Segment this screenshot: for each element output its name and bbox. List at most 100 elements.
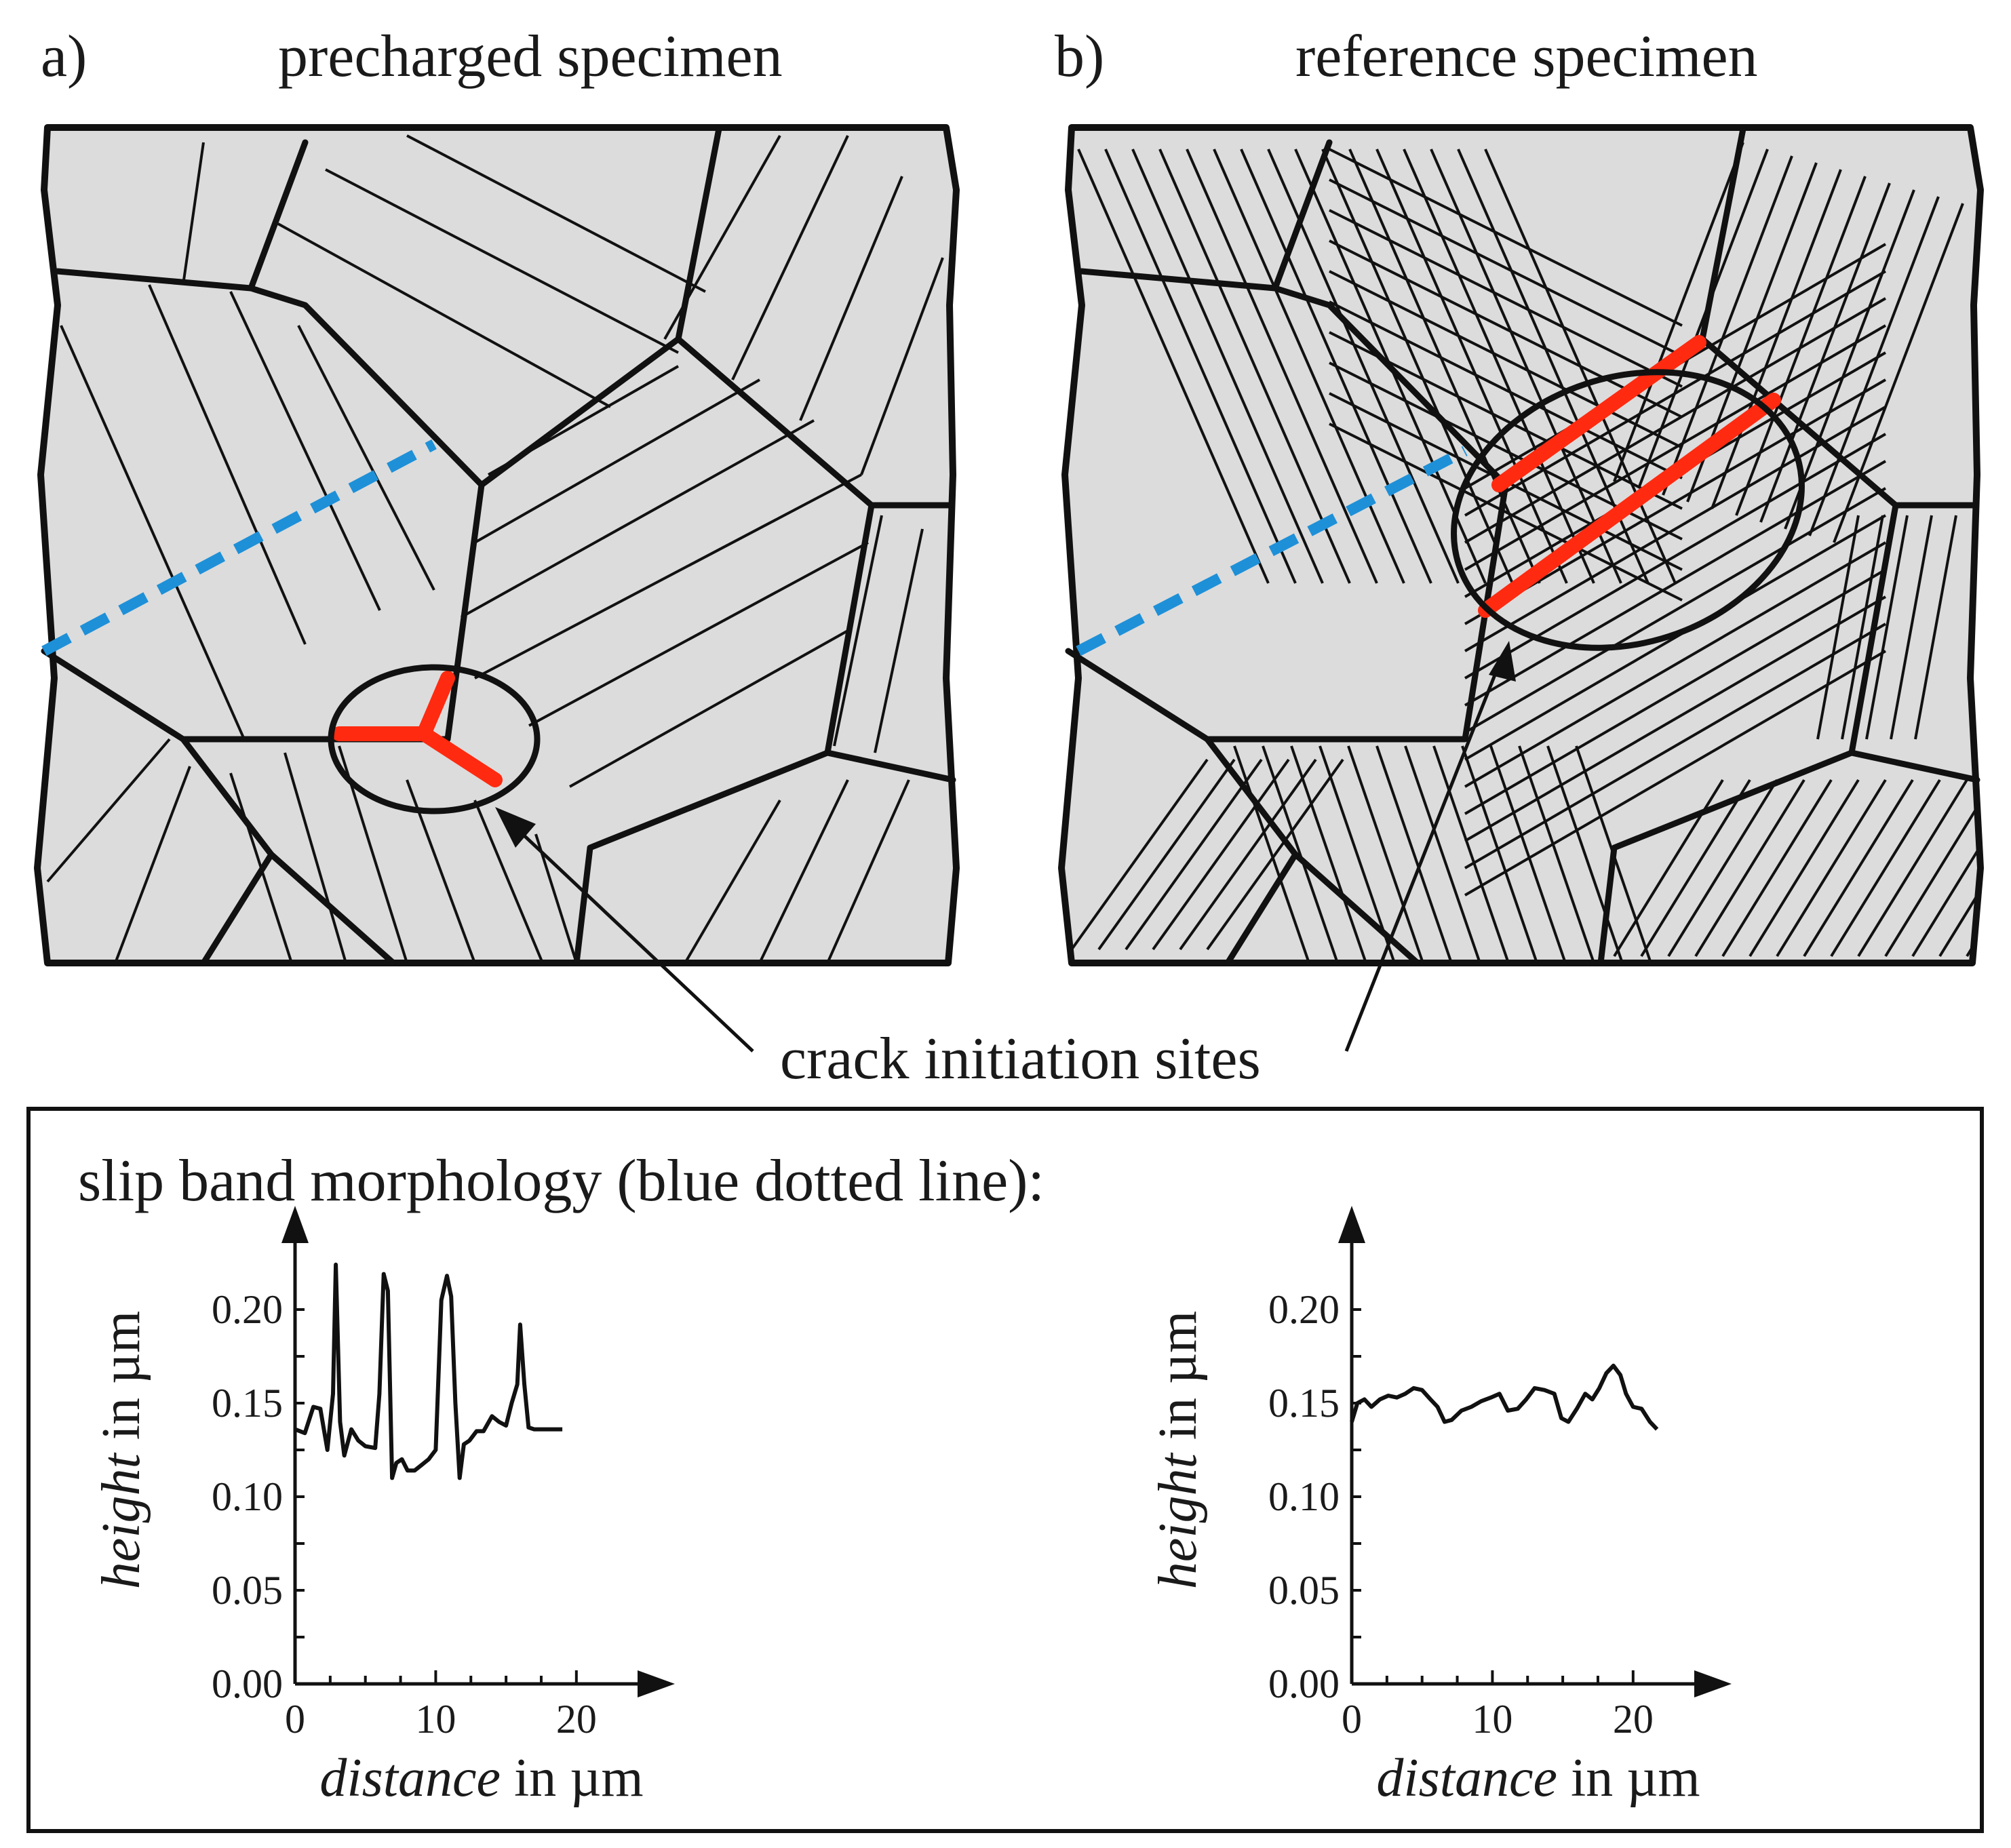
slip-line: [1489, 745, 1567, 963]
slip-line: [1319, 745, 1396, 963]
slip-line: [1213, 149, 1405, 584]
slip-line: [1464, 541, 1887, 788]
slip-line: [1329, 422, 1683, 602]
crack-site-ellipse-a: [328, 664, 541, 814]
x-axis-title: distance in µm: [1376, 1748, 1700, 1808]
slip-line: [1077, 149, 1270, 584]
crack-initiation-label: crack initiation sites: [780, 1026, 1261, 1092]
y-axis-title: height in µm: [92, 1311, 151, 1590]
x-axis-arrow: [638, 1670, 675, 1697]
slip-lines-b: [1070, 142, 1980, 963]
slip-line: [1329, 270, 1683, 449]
slip-line: [1329, 300, 1683, 479]
panel-a-letter: a): [41, 24, 87, 90]
slip-line: [1911, 779, 1980, 958]
slip-line: [1432, 745, 1510, 963]
slip-line: [1841, 515, 1884, 740]
y-axis-arrow: [281, 1206, 309, 1243]
slip-line: [1461, 745, 1538, 963]
slip-line: [1464, 324, 1887, 571]
slip-line: [1784, 189, 1915, 530]
slip-line: [1070, 758, 1209, 951]
slip-line: [1179, 758, 1317, 951]
y-tick-label: 0.15: [1268, 1381, 1340, 1426]
slip-line: [1464, 595, 1887, 842]
x-tick-label: 0: [285, 1697, 305, 1742]
slip-line: [1640, 779, 1751, 958]
slip-line: [1938, 779, 1980, 958]
x-axis-title: distance in µm: [319, 1748, 643, 1808]
x-axis-arrow: [1694, 1670, 1732, 1697]
slip-line: [1667, 779, 1778, 958]
slip-line: [1158, 149, 1351, 584]
height-profile-chart-precharged: 0 10 20 0.00 0.05 0.10 0.15 0.20 distance in µm h…: [92, 1206, 675, 1808]
slip-line: [1857, 779, 1968, 958]
slip-line: [1348, 149, 1541, 584]
slip-line: [1464, 406, 1887, 652]
y-tick-label: 0.20: [1268, 1287, 1340, 1332]
crack-a: [332, 671, 503, 787]
y-axis-arrow: [1338, 1206, 1365, 1243]
x-tick-label: 10: [415, 1697, 456, 1742]
grain-boundaries-b: [1065, 125, 1980, 966]
slip-line: [1186, 149, 1378, 584]
slip-line: [1233, 745, 1310, 963]
slip-band-profile-line-b: [1076, 446, 1468, 656]
x-tick-label: 20: [1613, 1697, 1654, 1742]
slip-line: [1830, 779, 1941, 958]
slip-line: [1404, 745, 1481, 963]
y-tick-label: 0.05: [1268, 1568, 1340, 1613]
reference-microstructure: [1058, 124, 1984, 966]
slip-line: [1464, 460, 1887, 707]
slip-line: [1749, 779, 1860, 958]
panel-a-title: precharged specimen: [278, 24, 783, 90]
slip-lines-a: [46, 134, 944, 963]
slip-line: [1131, 149, 1324, 584]
slip-line: [1613, 142, 1744, 482]
slip-line: [1884, 779, 1980, 958]
slip-band-profile-line-a: [41, 439, 437, 656]
slip-line: [1735, 176, 1867, 516]
y-tick-label: 0.20: [212, 1287, 283, 1332]
slip-line: [1776, 779, 1887, 958]
y-tick-label: 0.00: [212, 1662, 283, 1706]
slip-line: [1464, 297, 1887, 544]
inset-frame: [26, 1107, 1984, 1833]
arrow-head-b: [1489, 641, 1516, 682]
panel-b-title: reference specimen: [1295, 24, 1758, 90]
slip-line: [1329, 148, 1683, 327]
x-tick-label: 20: [556, 1697, 597, 1742]
slip-line: [1375, 745, 1453, 963]
slip-line: [1694, 779, 1805, 958]
y-tick-label: 0.00: [1268, 1662, 1340, 1706]
x-tick-label: 10: [1472, 1697, 1512, 1742]
slip-line: [1206, 758, 1344, 951]
slip-line: [1347, 745, 1424, 963]
slip-line: [1329, 178, 1683, 357]
height-profile-series: [1350, 1363, 1659, 1431]
slip-line: [1464, 487, 1887, 734]
slip-line: [1104, 149, 1297, 584]
slip-line: [1816, 515, 1860, 740]
inset-title: slip band morphology (blue dotted line):: [78, 1148, 1044, 1214]
slip-line: [1464, 650, 1887, 897]
slip-line: [1637, 149, 1769, 489]
slip-line: [1375, 149, 1568, 584]
grain-boundaries-a: [41, 125, 956, 966]
height-profile-chart-reference: 0 10 20 0.00 0.05 0.10 0.15 0.20 distance in µm h…: [1148, 1206, 1732, 1808]
panel-b-letter: b): [1055, 24, 1104, 90]
y-tick-label: 0.10: [212, 1474, 283, 1519]
slip-line: [1152, 758, 1290, 951]
slip-line: [1125, 758, 1263, 951]
specimen-a-outline: [34, 124, 960, 966]
slip-line: [1518, 745, 1595, 963]
slip-line: [1464, 514, 1887, 761]
slip-line: [1329, 209, 1683, 388]
crack-site-ellipse-b: [1451, 369, 1805, 651]
slip-line: [1262, 745, 1339, 963]
slip-line: [1833, 203, 1964, 543]
x-tick-label: 0: [1342, 1697, 1362, 1742]
crack-b: [1478, 335, 1781, 618]
slip-line: [1711, 169, 1842, 509]
arrow-head-a: [495, 807, 536, 848]
